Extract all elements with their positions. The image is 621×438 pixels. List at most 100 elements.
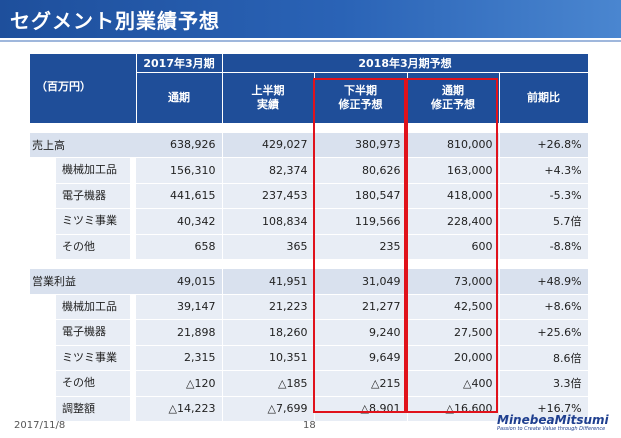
cell-h2: 80,626 bbox=[314, 157, 408, 184]
table-row: 電子機器 21,898 18,260 9,240 27,500 +25.6% bbox=[30, 319, 589, 346]
cell-fy2017: 638,926 bbox=[136, 132, 223, 158]
footer-date: 2017/11/8 bbox=[14, 420, 66, 431]
table-row: 営業利益 49,015 41,951 31,049 73,000 +48.9% bbox=[30, 269, 589, 295]
cell-yoy: +4.3% bbox=[499, 157, 589, 184]
header-yoy: 前期比 bbox=[499, 72, 589, 123]
table-row: ミツミ事業 40,342 108,834 119,566 228,400 5.7倍 bbox=[30, 208, 589, 235]
cell-h2: 21,277 bbox=[314, 294, 408, 320]
cell-h1: 41,951 bbox=[222, 269, 315, 295]
cell-h2: △8,901 bbox=[314, 396, 408, 422]
cell-h2: 9,240 bbox=[314, 319, 408, 346]
header-group-2017: 2017年3月期 bbox=[136, 54, 223, 73]
row-label-text: 機械加工品 bbox=[56, 158, 130, 183]
cell-fy2017: 21,898 bbox=[136, 319, 223, 346]
company-logo: MinebeaMitsumi Passion to Create Value t… bbox=[497, 413, 609, 432]
cell-fy: 163,000 bbox=[407, 157, 500, 184]
header-fy-line2: 修正予想 bbox=[431, 98, 475, 111]
cell-fy: △400 bbox=[407, 370, 500, 397]
cell-h2: △215 bbox=[314, 370, 408, 397]
cell-h2: 9,649 bbox=[314, 345, 408, 371]
row-label: ミツミ事業 bbox=[30, 345, 136, 371]
cell-h2: 235 bbox=[314, 234, 408, 260]
cell-fy2017: 2,315 bbox=[136, 345, 223, 371]
row-label: 電子機器 bbox=[30, 319, 136, 346]
header-fy2017: 通期 bbox=[136, 72, 223, 123]
cell-fy: 810,000 bbox=[407, 132, 500, 158]
cell-h1: △185 bbox=[222, 370, 315, 397]
cell-fy2017: 39,147 bbox=[136, 294, 223, 320]
cell-h2: 180,547 bbox=[314, 183, 408, 209]
cell-yoy: +16.7% bbox=[499, 396, 589, 422]
row-label: 営業利益 bbox=[30, 269, 136, 295]
row-label-text: ミツミ事業 bbox=[56, 345, 130, 370]
segment-forecast-table: （百万円） 2017年3月期 2018年3月期予想 通期 上半期 実績 下半期 修正… bbox=[30, 54, 589, 422]
cell-h2: 119,566 bbox=[314, 208, 408, 235]
cell-yoy: +25.6% bbox=[499, 319, 589, 346]
cell-h1: 237,453 bbox=[222, 183, 315, 209]
header-group-2018: 2018年3月期予想 bbox=[222, 54, 589, 73]
cell-fy: 73,000 bbox=[407, 269, 500, 295]
table-row: 機械加工品 39,147 21,223 21,277 42,500 +8.6% bbox=[30, 294, 589, 320]
title-divider bbox=[0, 40, 621, 42]
cell-fy: 20,000 bbox=[407, 345, 500, 371]
cell-fy: 42,500 bbox=[407, 294, 500, 320]
header-row-columns: 通期 上半期 実績 下半期 修正予想 通期 修正予想 前期比 bbox=[30, 72, 589, 123]
cell-fy2017: △14,223 bbox=[136, 396, 223, 422]
highlight-h2-forecast bbox=[313, 78, 406, 413]
spacer-row bbox=[30, 123, 589, 133]
header-fy-line1: 通期 bbox=[442, 84, 464, 97]
cell-fy2017: 156,310 bbox=[136, 157, 223, 184]
table-row: ミツミ事業 2,315 10,351 9,649 20,000 8.6倍 bbox=[30, 345, 589, 371]
logo-name: MinebeaMitsumi bbox=[497, 413, 609, 427]
header-h1-line2: 実績 bbox=[257, 98, 279, 111]
row-label-text: 電子機器 bbox=[56, 183, 130, 208]
highlight-fy-forecast bbox=[406, 78, 498, 413]
row-label: 機械加工品 bbox=[30, 294, 136, 320]
table-row: 機械加工品 156,310 82,374 80,626 163,000 +4.3% bbox=[30, 157, 589, 184]
table-row: その他 658 365 235 600 -8.8% bbox=[30, 234, 589, 260]
header-row-groups: （百万円） 2017年3月期 2018年3月期予想 bbox=[30, 54, 589, 124]
row-label: 機械加工品 bbox=[30, 157, 136, 184]
title-bar: セグメント別業績予想 bbox=[0, 0, 621, 38]
table-row: 電子機器 441,615 237,453 180,547 418,000 -5.3% bbox=[30, 183, 589, 209]
cell-fy: 418,000 bbox=[407, 183, 500, 209]
page-title: セグメント別業績予想 bbox=[10, 9, 220, 33]
row-label-text: その他 bbox=[56, 234, 130, 259]
cell-h1: 21,223 bbox=[222, 294, 315, 320]
cell-h1: △7,699 bbox=[222, 396, 315, 422]
row-label-text: 電子機器 bbox=[56, 320, 130, 345]
table-row: 売上高 638,926 429,027 380,973 810,000 +26.8% bbox=[30, 132, 589, 158]
cell-yoy: +26.8% bbox=[499, 132, 589, 158]
logo-tagline: Passion to Create Value through Differen… bbox=[497, 426, 606, 432]
row-label: 売上高 bbox=[30, 132, 136, 158]
cell-h1: 18,260 bbox=[222, 319, 315, 346]
row-label: その他 bbox=[30, 234, 136, 260]
row-label: 調整額 bbox=[30, 396, 136, 422]
cell-yoy: -8.8% bbox=[499, 234, 589, 260]
cell-h1: 365 bbox=[222, 234, 315, 260]
cell-fy2017: 40,342 bbox=[136, 208, 223, 235]
cell-yoy: 5.7倍 bbox=[499, 208, 589, 235]
row-label: 電子機器 bbox=[30, 183, 136, 209]
cell-fy2017: 441,615 bbox=[136, 183, 223, 209]
cell-fy: 27,500 bbox=[407, 319, 500, 346]
header-h2-line2: 修正予想 bbox=[338, 98, 383, 111]
cell-fy2017: 658 bbox=[136, 234, 223, 260]
cell-yoy: 8.6倍 bbox=[499, 345, 589, 371]
cell-h1: 82,374 bbox=[222, 157, 315, 184]
table-row: その他 △120 △185 △215 △400 3.3倍 bbox=[30, 370, 589, 397]
cell-yoy: +48.9% bbox=[499, 269, 589, 295]
header-h2-forecast: 下半期 修正予想 bbox=[314, 72, 408, 123]
cell-h2: 380,973 bbox=[314, 132, 408, 158]
cell-fy: 600 bbox=[407, 234, 500, 260]
row-label-text: ミツミ事業 bbox=[56, 209, 130, 234]
unit-label: （百万円） bbox=[30, 54, 137, 124]
row-label-text: 機械加工品 bbox=[56, 294, 130, 319]
cell-h1: 10,351 bbox=[222, 345, 315, 371]
cell-fy2017: △120 bbox=[136, 370, 223, 397]
cell-h1: 429,027 bbox=[222, 132, 315, 158]
header-fy-forecast: 通期 修正予想 bbox=[407, 72, 500, 123]
cell-fy: 228,400 bbox=[407, 208, 500, 235]
cell-yoy: 3.3倍 bbox=[499, 370, 589, 397]
row-label: その他 bbox=[30, 370, 136, 397]
